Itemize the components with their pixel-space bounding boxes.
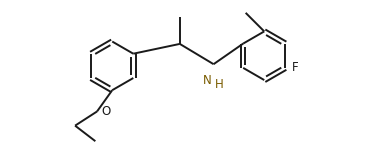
- Text: F: F: [291, 61, 298, 74]
- Text: H: H: [215, 78, 224, 91]
- Text: O: O: [101, 105, 110, 118]
- Text: N: N: [203, 74, 212, 87]
